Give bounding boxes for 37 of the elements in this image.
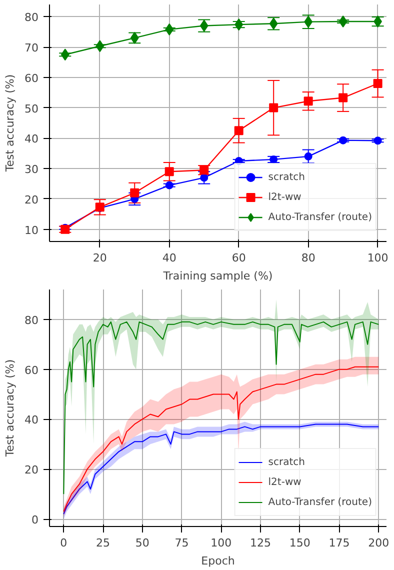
x-tick-label: 20	[92, 252, 107, 264]
x-tick-label: 150	[289, 536, 310, 550]
x-tick-label: 60	[232, 252, 246, 264]
x-axis-title: Epoch	[201, 554, 235, 568]
x-tick-label: 200	[368, 536, 390, 550]
x-tick-label: 100	[210, 536, 232, 550]
y-tick-label: 70	[24, 42, 39, 55]
y-tick-label: 50	[24, 102, 39, 116]
x-axis-title: Training sample (%)	[162, 270, 273, 282]
y-tick-label: 80	[24, 11, 39, 24]
y-tick-label: 60	[24, 72, 39, 85]
y-tick-label: 30	[24, 163, 39, 176]
y-tick-label: 0	[32, 514, 38, 527]
y-axis-title: Test accuracy (%)	[4, 359, 17, 458]
legend-label: Auto-Transfer (route)	[268, 212, 372, 222]
x-tick-label: 80	[301, 252, 316, 264]
x-tick-label: 25	[96, 536, 110, 550]
legend-label: l2t-ww	[268, 192, 302, 202]
y-tick-label: 20	[24, 464, 39, 477]
x-tick-label: 0	[60, 536, 68, 550]
x-tick-label: 50	[135, 536, 150, 550]
x-tick-label: 125	[250, 536, 272, 550]
y-tick-label: 60	[24, 364, 39, 377]
legend-label: scratch	[268, 172, 305, 182]
x-tick-label: 100	[367, 252, 388, 264]
x-tick-label: 175	[328, 536, 350, 550]
y-tick-label: 20	[24, 193, 39, 206]
legend-label: scratch	[268, 456, 305, 468]
legend-label: Auto-Transfer (route)	[268, 496, 372, 508]
y-tick-label: 80	[24, 314, 39, 327]
y-tick-label: 40	[24, 132, 39, 146]
legend-label: l2t-ww	[268, 476, 302, 488]
y-tick-label: 10	[24, 224, 39, 237]
y-tick-label: 40	[24, 414, 39, 427]
x-tick-label: 40	[162, 252, 176, 264]
x-tick-label: 75	[174, 536, 189, 550]
y-axis-title: Test accuracy (%)	[4, 74, 17, 173]
